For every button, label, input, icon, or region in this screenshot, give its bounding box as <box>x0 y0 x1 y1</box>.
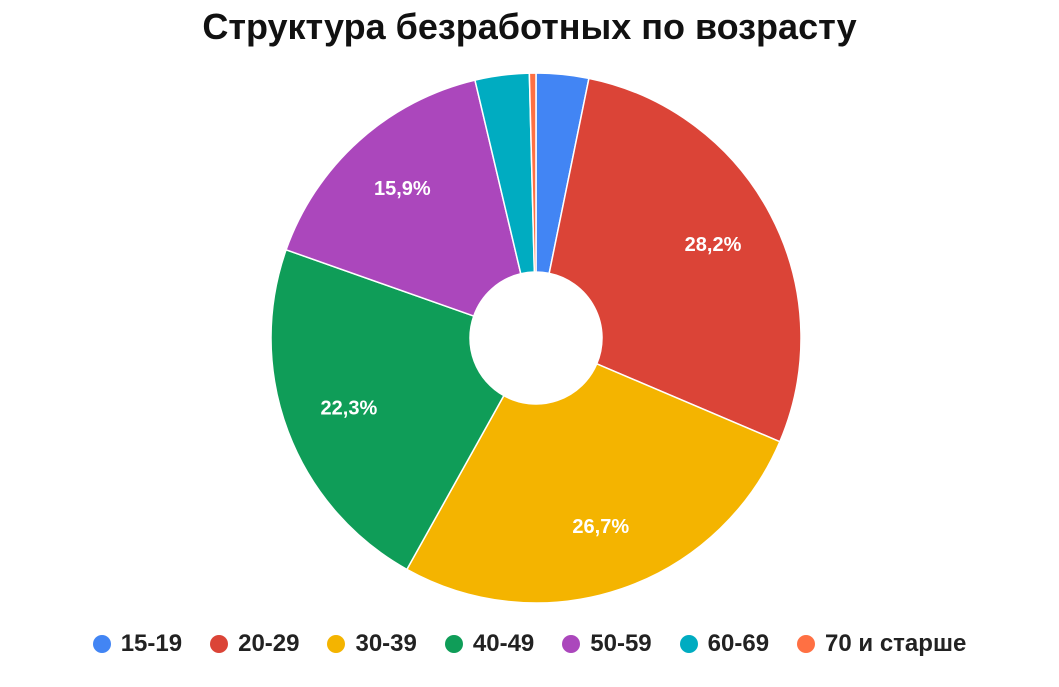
legend-label: 15-19 <box>120 630 183 657</box>
legend: 15-19 20-29 30-39 40-49 50-59 60-69 70 и старш… <box>0 626 1059 662</box>
slice-label-40-49: 22,3% <box>321 398 378 420</box>
pie-slice-50-59 <box>285 79 522 317</box>
pie-slice-20-29 <box>548 77 802 443</box>
legend-item-70-и-старше: 70 и старше <box>797 630 966 658</box>
slice-label-20-29: 28,2% <box>685 234 742 256</box>
legend-swatch <box>210 635 229 653</box>
legend-item-50-59: 50-59 <box>562 630 652 658</box>
legend-label: 20-29 <box>238 630 300 657</box>
legend-item-60-69: 60-69 <box>679 630 770 658</box>
legend-item-40-49: 40-49 <box>444 630 535 658</box>
pie-slice-40-49 <box>270 248 505 571</box>
legend-swatch <box>92 635 111 653</box>
legend-swatch <box>797 635 816 653</box>
legend-label: 30-39 <box>355 630 417 657</box>
legend-swatch <box>327 635 346 653</box>
slice-label-50-59: 15,9% <box>374 178 431 200</box>
legend-label: 60-69 <box>707 630 770 657</box>
legend-label: 50-59 <box>590 630 652 657</box>
legend-item-30-39: 30-39 <box>327 630 417 658</box>
legend-label: 40-49 <box>472 630 535 657</box>
legend-swatch <box>444 635 463 653</box>
slice-label-30-39: 26,7% <box>572 516 629 538</box>
chart-title: Структура безработных по возрасту <box>202 6 857 47</box>
legend-swatch <box>679 635 698 653</box>
legend-label: 70 и старше <box>825 630 967 657</box>
legend-item-20-29: 20-29 <box>210 630 299 658</box>
pie-slice-70-и-старше <box>528 72 537 273</box>
pie-slice-30-39 <box>405 362 781 604</box>
legend-item-15-19: 15-19 <box>92 630 183 658</box>
legend-swatch <box>562 635 581 653</box>
